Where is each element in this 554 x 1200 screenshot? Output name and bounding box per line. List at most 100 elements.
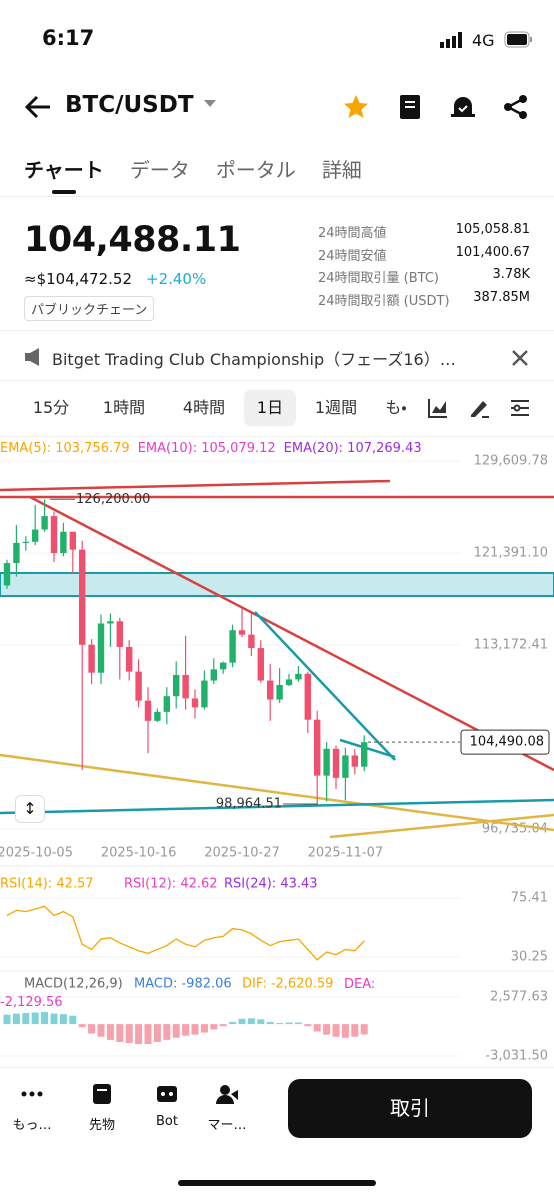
candle-body bbox=[323, 748, 330, 776]
macd-bar bbox=[332, 1024, 340, 1037]
y-tick-label: 96,735.04 bbox=[482, 821, 548, 836]
divider bbox=[0, 436, 554, 437]
tab[interactable]: データ bbox=[129, 158, 190, 182]
alert-icon[interactable] bbox=[450, 94, 476, 120]
ema-label: EMA(10): 105,079.12 bbox=[137, 441, 276, 456]
candle-body bbox=[154, 711, 161, 721]
notes-icon[interactable] bbox=[398, 94, 422, 120]
nav-icon bbox=[78, 1082, 126, 1110]
macd-bar bbox=[106, 1024, 114, 1040]
current-price-label: 104,490.08 bbox=[470, 735, 544, 750]
candle-body bbox=[248, 634, 255, 649]
candle-body bbox=[229, 630, 236, 663]
candle-body bbox=[267, 680, 274, 700]
candle-body bbox=[50, 516, 58, 553]
tab-bar: チャート データ ポータル 詳細 bbox=[24, 154, 362, 183]
nav-icon bbox=[203, 1082, 251, 1110]
macd-bar bbox=[22, 1013, 30, 1025]
trade-button[interactable]: 取引 bbox=[288, 1079, 532, 1138]
network: 4G bbox=[472, 31, 495, 50]
stat-label: 24時間安値 bbox=[318, 248, 387, 264]
macd-bar bbox=[97, 1024, 105, 1037]
macd-bar bbox=[144, 1024, 152, 1045]
x-tick-label: 2025-10-27 bbox=[204, 846, 280, 861]
candle-body bbox=[285, 679, 293, 686]
candle-body bbox=[173, 674, 180, 697]
candle-body bbox=[257, 648, 264, 681]
macd-bar bbox=[163, 1024, 171, 1040]
macd-legend: MACD(12,26,9) bbox=[24, 977, 123, 992]
chain-tag[interactable]: パブリックチェーン bbox=[24, 296, 155, 321]
macd-legend: DIF: -2,620.59 bbox=[242, 977, 333, 992]
nav-label: Bot bbox=[156, 1114, 178, 1129]
share-icon[interactable] bbox=[503, 94, 529, 120]
candle-body bbox=[3, 563, 11, 586]
nav-item[interactable]: Bot bbox=[143, 1082, 191, 1129]
macd-bar bbox=[3, 1014, 11, 1025]
fiat-price: ≈$104,472.52 bbox=[24, 270, 132, 288]
candle-body bbox=[295, 673, 302, 680]
tab[interactable]: ポータル bbox=[215, 158, 296, 182]
nav-item[interactable]: 先物 bbox=[78, 1082, 126, 1133]
macd-bar bbox=[294, 1022, 302, 1025]
macd-bar bbox=[219, 1024, 227, 1027]
settings-icon[interactable] bbox=[510, 398, 530, 418]
current-price-box bbox=[460, 729, 550, 755]
interval-tab[interactable]: 15分 bbox=[32, 398, 70, 417]
candle-body bbox=[314, 719, 321, 776]
stat-label: 24時間取引量 (BTC) bbox=[318, 271, 439, 286]
favorite-icon[interactable] bbox=[343, 94, 369, 120]
interval-tab[interactable]: 1時間 bbox=[102, 398, 146, 417]
interval-tab[interactable]: 4時間 bbox=[182, 398, 226, 417]
draw-icon[interactable] bbox=[468, 398, 490, 418]
candle-body bbox=[210, 669, 217, 681]
candle-body bbox=[22, 541, 29, 543]
interval-tab[interactable]: 1日 bbox=[244, 390, 296, 426]
tab[interactable]: チャート bbox=[24, 158, 104, 182]
candle-body bbox=[361, 742, 368, 767]
interval-tab[interactable]: 1週間 bbox=[314, 398, 358, 417]
macd-bar bbox=[266, 1022, 274, 1025]
banner-text[interactable]: Bitget Trading Club Championship（フェーズ16）… bbox=[52, 350, 456, 369]
resize-button[interactable]: ↕ bbox=[15, 795, 45, 823]
y-tick-label: 75.41 bbox=[511, 891, 548, 906]
tab[interactable]: 詳細 bbox=[321, 158, 362, 182]
pair-title[interactable]: BTC/USDT bbox=[65, 92, 194, 118]
candle-body bbox=[97, 623, 105, 673]
candle-body bbox=[304, 673, 311, 720]
macd-bar bbox=[351, 1024, 359, 1037]
trend-line bbox=[0, 798, 554, 815]
rsi-legend: RSI(12): 42.62 bbox=[124, 877, 218, 892]
macd-bar bbox=[31, 1012, 39, 1025]
macd-bar bbox=[182, 1024, 190, 1036]
last-price: 104,488.11 bbox=[24, 220, 241, 260]
nav-item[interactable]: もっ… bbox=[8, 1082, 56, 1133]
nav-item[interactable]: マー… bbox=[203, 1082, 251, 1133]
nav-label: もっ… bbox=[12, 1118, 52, 1133]
macd-bar bbox=[304, 1024, 312, 1027]
ema-label: EMA(20): 107,269.43 bbox=[283, 441, 422, 456]
divider bbox=[0, 196, 554, 197]
macd-bar bbox=[153, 1024, 161, 1042]
macd-bar bbox=[238, 1018, 246, 1025]
macd-bar bbox=[341, 1024, 349, 1038]
divider bbox=[0, 380, 554, 381]
back-button[interactable] bbox=[24, 94, 54, 120]
macd-legend: DEA: -2,129.56 bbox=[0, 977, 376, 1010]
indicator-icon[interactable] bbox=[428, 398, 448, 418]
rsi-legend: RSI(14): 42.57 bbox=[0, 877, 94, 892]
dropdown-icon bbox=[204, 100, 216, 107]
macd-bar bbox=[135, 1024, 143, 1045]
macd-bar bbox=[125, 1024, 133, 1044]
macd-bar bbox=[69, 1015, 77, 1025]
candle-body bbox=[116, 621, 123, 647]
macd-legend: MACD: -982.06 bbox=[134, 977, 232, 992]
interval-tab[interactable]: も・ bbox=[385, 398, 407, 417]
macd-bar bbox=[116, 1024, 124, 1042]
stat-value: 3.78K bbox=[492, 267, 530, 282]
close-button[interactable] bbox=[512, 350, 528, 366]
candle-body bbox=[144, 700, 152, 721]
candle-body bbox=[60, 531, 67, 553]
stat-value: 101,400.67 bbox=[455, 244, 530, 260]
home-indicator bbox=[178, 1180, 376, 1186]
